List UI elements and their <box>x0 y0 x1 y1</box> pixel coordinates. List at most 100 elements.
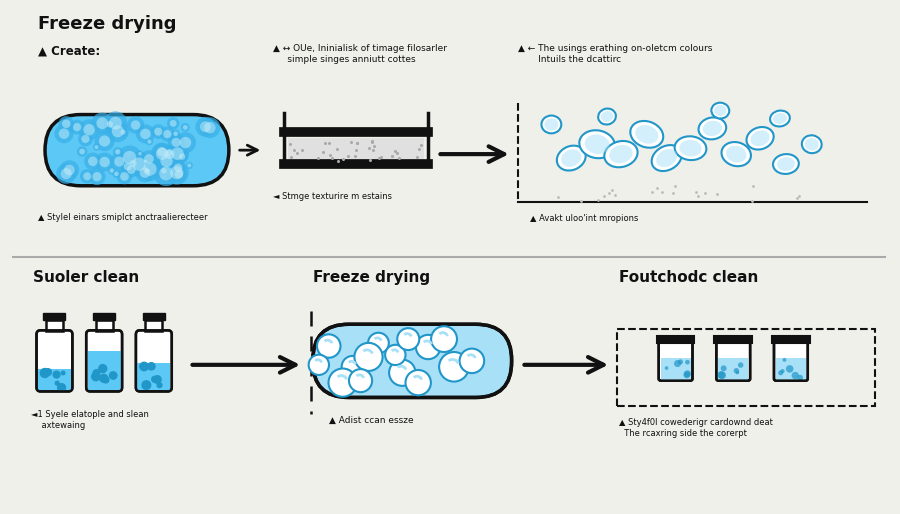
Circle shape <box>160 126 175 141</box>
Circle shape <box>69 120 85 135</box>
Ellipse shape <box>698 117 726 139</box>
Bar <box>718 358 748 380</box>
Circle shape <box>127 117 144 134</box>
Circle shape <box>721 365 726 371</box>
Circle shape <box>674 360 681 367</box>
Circle shape <box>60 168 72 179</box>
Circle shape <box>174 163 183 172</box>
Circle shape <box>342 356 364 378</box>
Circle shape <box>782 358 787 362</box>
Circle shape <box>58 116 74 132</box>
Circle shape <box>84 153 102 170</box>
Circle shape <box>166 142 189 165</box>
Circle shape <box>136 124 155 143</box>
Ellipse shape <box>601 111 613 122</box>
Circle shape <box>172 138 181 147</box>
Circle shape <box>349 369 372 392</box>
Ellipse shape <box>703 121 722 136</box>
Circle shape <box>160 145 179 163</box>
Circle shape <box>76 146 87 157</box>
Circle shape <box>735 371 739 374</box>
Circle shape <box>146 138 153 145</box>
Circle shape <box>678 359 683 364</box>
Circle shape <box>145 169 149 173</box>
Circle shape <box>439 352 469 381</box>
Circle shape <box>40 368 50 378</box>
Circle shape <box>60 371 66 375</box>
Ellipse shape <box>544 118 558 131</box>
Circle shape <box>121 159 135 174</box>
Circle shape <box>135 163 155 182</box>
Bar <box>87 351 121 391</box>
Circle shape <box>328 369 356 397</box>
Circle shape <box>84 172 91 180</box>
Circle shape <box>84 124 94 136</box>
Bar <box>657 336 695 343</box>
Circle shape <box>183 125 188 130</box>
Circle shape <box>73 123 81 131</box>
Circle shape <box>98 364 107 373</box>
Ellipse shape <box>635 125 658 144</box>
Circle shape <box>176 151 188 162</box>
Circle shape <box>431 326 457 352</box>
Circle shape <box>78 132 93 146</box>
Circle shape <box>148 139 151 143</box>
Circle shape <box>137 151 143 157</box>
Circle shape <box>93 172 102 181</box>
Circle shape <box>138 157 162 181</box>
Circle shape <box>127 165 136 174</box>
Circle shape <box>44 368 52 376</box>
Bar <box>145 320 162 332</box>
Circle shape <box>786 365 794 373</box>
Ellipse shape <box>604 141 637 167</box>
Circle shape <box>140 128 150 139</box>
Circle shape <box>406 370 431 395</box>
Circle shape <box>81 135 89 143</box>
Circle shape <box>58 128 69 139</box>
Circle shape <box>185 162 193 169</box>
Text: ◄ Stmge texturire m estains: ◄ Stmge texturire m estains <box>273 192 392 200</box>
Text: ▲ ↔ OUe, Ininialisk of timage filosarler
     simple singes anniutt cottes: ▲ ↔ OUe, Ininialisk of timage filosarler… <box>273 44 447 64</box>
Circle shape <box>385 345 406 365</box>
Circle shape <box>57 383 67 392</box>
Circle shape <box>56 163 76 184</box>
Bar <box>38 369 71 391</box>
Circle shape <box>165 149 175 159</box>
Circle shape <box>123 163 131 171</box>
Ellipse shape <box>598 108 616 124</box>
Circle shape <box>110 169 114 173</box>
Circle shape <box>99 135 110 146</box>
Bar <box>617 329 876 407</box>
Text: ▲ Stylel einars smiplct anctraalierecteer: ▲ Stylel einars smiplct anctraalierectee… <box>38 213 207 223</box>
Bar <box>46 320 63 332</box>
Circle shape <box>88 168 105 185</box>
Circle shape <box>130 120 140 130</box>
Circle shape <box>88 157 98 166</box>
Circle shape <box>179 153 185 160</box>
Circle shape <box>114 172 119 176</box>
Circle shape <box>132 157 146 171</box>
Circle shape <box>164 148 175 159</box>
Circle shape <box>317 334 340 358</box>
Circle shape <box>158 147 166 157</box>
Circle shape <box>54 124 74 143</box>
Circle shape <box>368 333 389 354</box>
Circle shape <box>717 371 725 379</box>
Ellipse shape <box>726 145 746 162</box>
Ellipse shape <box>746 127 774 150</box>
Circle shape <box>99 157 110 167</box>
Ellipse shape <box>562 150 581 167</box>
Ellipse shape <box>805 138 819 151</box>
Bar <box>43 313 66 320</box>
Circle shape <box>94 145 98 149</box>
Circle shape <box>780 369 785 373</box>
Text: Freeze drying: Freeze drying <box>38 14 176 33</box>
Circle shape <box>62 120 70 128</box>
Bar <box>661 358 690 380</box>
Circle shape <box>187 163 191 168</box>
Circle shape <box>167 134 184 151</box>
Circle shape <box>684 370 691 377</box>
Bar <box>94 313 115 320</box>
Circle shape <box>104 112 127 135</box>
Ellipse shape <box>711 103 729 119</box>
